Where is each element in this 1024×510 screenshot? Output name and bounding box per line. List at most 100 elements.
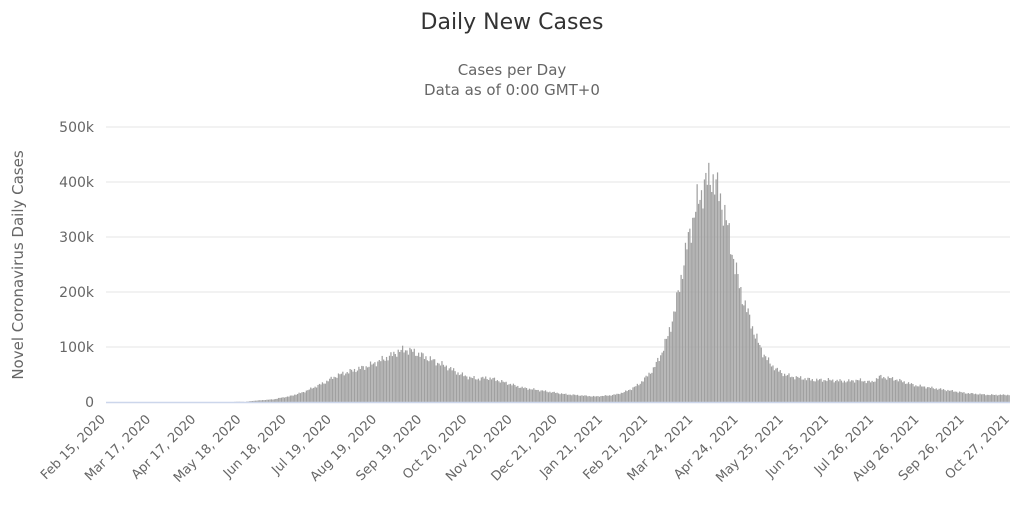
bar[interactable] <box>533 388 535 402</box>
bar[interactable] <box>633 386 636 402</box>
bar[interactable] <box>743 305 745 402</box>
bar[interactable] <box>597 396 599 402</box>
bar[interactable] <box>798 377 800 402</box>
bar[interactable] <box>377 361 379 403</box>
bar[interactable] <box>496 380 498 402</box>
bar[interactable] <box>960 391 962 402</box>
bar[interactable] <box>275 398 277 402</box>
bar[interactable] <box>346 372 348 402</box>
bar[interactable] <box>816 378 818 402</box>
bar[interactable] <box>702 208 704 402</box>
bar[interactable] <box>679 292 681 402</box>
bar[interactable] <box>632 387 634 402</box>
bar[interactable] <box>625 390 627 402</box>
bar[interactable] <box>453 368 455 402</box>
bar[interactable] <box>520 387 522 402</box>
bar[interactable] <box>635 386 637 402</box>
bar[interactable] <box>289 395 291 402</box>
bar[interactable] <box>512 383 515 402</box>
bar[interactable] <box>257 400 259 402</box>
bar[interactable] <box>609 395 611 402</box>
bar[interactable] <box>883 376 885 402</box>
bar[interactable] <box>409 347 411 402</box>
bar[interactable] <box>614 394 617 402</box>
bar[interactable] <box>592 395 595 402</box>
bar[interactable] <box>673 311 675 402</box>
bar[interactable] <box>958 391 961 402</box>
bar[interactable] <box>313 387 315 402</box>
bar[interactable] <box>455 374 458 402</box>
bar[interactable] <box>626 391 628 402</box>
bar[interactable] <box>251 400 254 402</box>
bar[interactable] <box>469 376 471 402</box>
bar[interactable] <box>558 393 560 402</box>
bar[interactable] <box>940 388 942 402</box>
bar[interactable] <box>817 380 819 402</box>
bar[interactable] <box>725 220 727 402</box>
bar[interactable] <box>928 387 930 402</box>
bar[interactable] <box>458 375 461 402</box>
bar[interactable] <box>320 384 322 403</box>
bar[interactable] <box>288 396 290 402</box>
bar[interactable] <box>730 254 732 402</box>
bar[interactable] <box>556 392 558 402</box>
bar[interactable] <box>578 395 580 402</box>
bar[interactable] <box>923 386 926 402</box>
bar[interactable] <box>531 389 533 403</box>
bar[interactable] <box>600 396 602 402</box>
bar[interactable] <box>464 375 466 402</box>
bar[interactable] <box>247 401 249 402</box>
bar[interactable] <box>642 381 644 402</box>
bar[interactable] <box>254 400 256 402</box>
bar[interactable] <box>391 356 394 402</box>
bar[interactable] <box>565 393 567 402</box>
bar[interactable] <box>848 379 850 402</box>
bar[interactable] <box>540 390 542 402</box>
bar[interactable] <box>343 375 345 402</box>
bar[interactable] <box>853 382 856 402</box>
bar[interactable] <box>428 361 430 402</box>
bar[interactable] <box>690 242 692 402</box>
bar[interactable] <box>797 376 799 402</box>
bar[interactable] <box>966 393 968 402</box>
bar[interactable] <box>502 381 504 402</box>
bar[interactable] <box>788 373 790 402</box>
bar[interactable] <box>888 378 891 402</box>
bar[interactable] <box>286 396 289 403</box>
bar[interactable] <box>403 352 405 402</box>
bar[interactable] <box>365 366 367 402</box>
bar[interactable] <box>356 370 359 402</box>
bar[interactable] <box>865 383 867 402</box>
bar[interactable] <box>581 395 583 402</box>
bar[interactable] <box>932 388 934 402</box>
bar[interactable] <box>495 381 497 402</box>
bar[interactable] <box>985 395 987 402</box>
bar[interactable] <box>463 376 465 402</box>
bar[interactable] <box>657 357 659 402</box>
bar[interactable] <box>687 232 690 402</box>
bar[interactable] <box>652 367 655 402</box>
bar[interactable] <box>253 400 255 402</box>
bar[interactable] <box>364 369 366 402</box>
bar[interactable] <box>569 394 571 402</box>
bar[interactable] <box>867 380 869 402</box>
bar[interactable] <box>740 287 742 402</box>
bar[interactable] <box>560 393 563 402</box>
bar[interactable] <box>890 378 892 402</box>
bar[interactable] <box>388 355 391 402</box>
bar[interactable] <box>681 278 684 402</box>
bar[interactable] <box>318 383 321 402</box>
bar[interactable] <box>891 377 894 402</box>
bar[interactable] <box>641 381 643 402</box>
bar[interactable] <box>607 395 609 402</box>
bar[interactable] <box>680 274 682 402</box>
bar[interactable] <box>467 379 469 402</box>
bar[interactable] <box>843 380 846 402</box>
bar[interactable] <box>973 394 975 402</box>
bar[interactable] <box>509 383 512 402</box>
bar[interactable] <box>686 249 688 402</box>
bar[interactable] <box>830 380 832 402</box>
bar[interactable] <box>905 383 907 402</box>
bar[interactable] <box>909 384 911 402</box>
bar[interactable] <box>485 376 487 402</box>
